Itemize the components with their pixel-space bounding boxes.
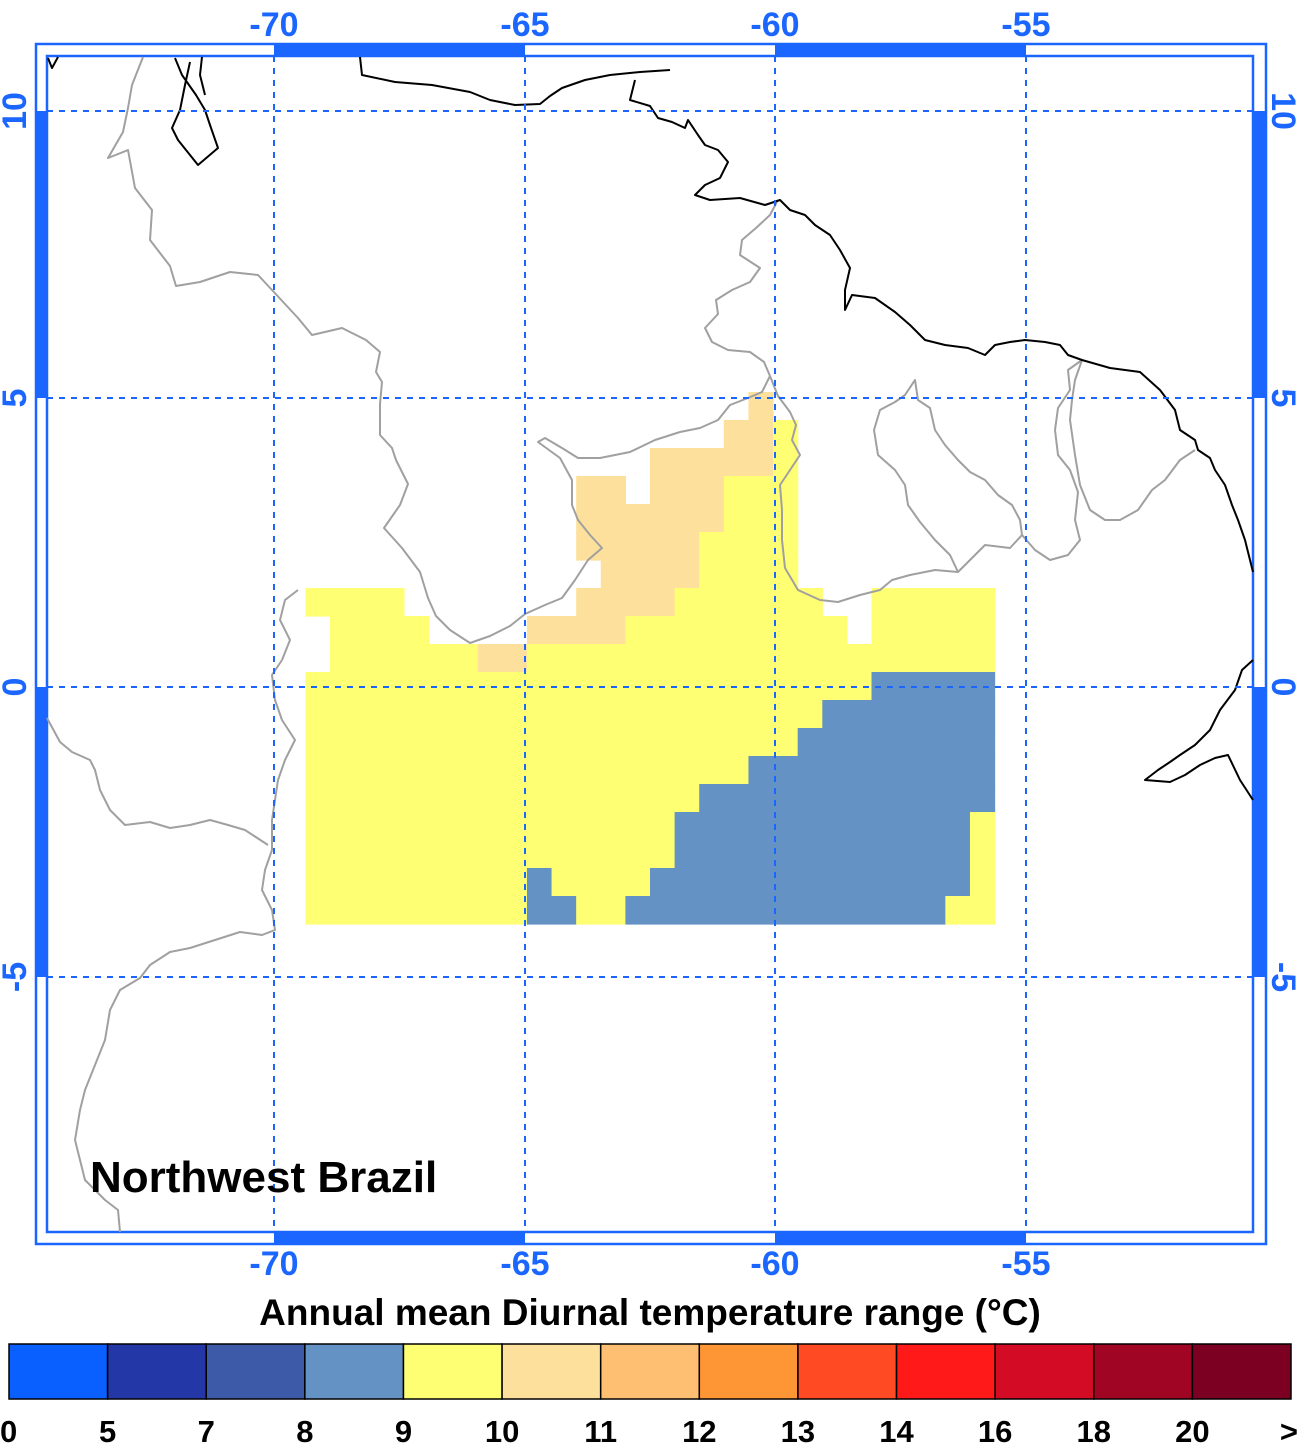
colorbar-swatch (205, 1343, 306, 1400)
colorbar-label: 11 (584, 1414, 617, 1449)
data-cell (305, 700, 823, 729)
colorbar: 0 5 7 8 9 10 11 12 13 14 16 18 20 > (0, 1343, 1298, 1449)
colorbar-swatch (698, 1343, 799, 1400)
data-cell (723, 504, 799, 533)
data-cell (650, 448, 774, 477)
data-cell (945, 896, 996, 925)
colorbar-label: 20 (1175, 1414, 1209, 1449)
data-cell (871, 588, 996, 617)
colorbar-swatch (8, 1343, 109, 1400)
data-cell (674, 812, 971, 841)
colorbar-label: 7 (198, 1414, 215, 1449)
data-cell (723, 476, 799, 505)
data-cell (330, 644, 479, 673)
data-cell (699, 784, 996, 813)
lon-tick-top: -70 (249, 6, 298, 44)
data-cell (600, 560, 700, 589)
colorbar-swatch (1093, 1343, 1194, 1400)
colorbar-label: 8 (296, 1414, 313, 1449)
temperature-range-cells (305, 392, 996, 925)
colorbar-swatch (402, 1343, 503, 1400)
data-cell (526, 616, 626, 645)
colorbar-swatch (1191, 1343, 1292, 1400)
data-cell (305, 812, 676, 841)
data-cell (576, 588, 676, 617)
data-cell (625, 896, 946, 925)
graticule (47, 56, 1253, 1232)
data-cell (969, 812, 996, 841)
data-cell (576, 532, 700, 561)
lat-tick-left: -5 (0, 962, 34, 992)
colorbar-swatch (304, 1343, 405, 1400)
data-cell (674, 588, 823, 617)
data-cell (576, 896, 626, 925)
colorbar-swatch (599, 1343, 701, 1400)
coastline (47, 56, 1254, 801)
data-cell (650, 476, 725, 505)
region-label: Northwest Brazil (90, 1153, 437, 1202)
data-cell (969, 868, 996, 897)
figure-title: Annual mean Diurnal temperature range (°… (259, 1292, 1041, 1333)
colorbar-label: 14 (879, 1414, 914, 1449)
data-cell (305, 588, 405, 617)
data-cell (822, 700, 996, 729)
data-cell (871, 616, 996, 645)
data-cell (674, 840, 971, 869)
colorbar-label: 5 (99, 1414, 116, 1449)
colorbar-swatch (106, 1343, 207, 1400)
colorbar-label: 10 (485, 1414, 519, 1449)
lat-tick-right: 10 (1264, 92, 1300, 130)
data-cell (477, 644, 528, 673)
lon-tick-top: -55 (1001, 6, 1050, 44)
lon-tick-bottom: -65 (500, 1245, 549, 1283)
colorbar-label: 12 (682, 1414, 716, 1449)
colorbar-label: 18 (1077, 1414, 1111, 1449)
data-cell (699, 560, 799, 589)
data-cell (969, 840, 996, 869)
data-cell (797, 728, 996, 757)
data-cell (551, 868, 651, 897)
colorbar-swatch (797, 1343, 898, 1400)
colorbar-swatch (994, 1343, 1095, 1400)
lon-tick-top: -60 (750, 6, 799, 44)
data-cell (723, 420, 774, 449)
colorbar-label: > (1280, 1414, 1298, 1449)
data-cell (748, 756, 996, 785)
lon-tick-bottom: -60 (750, 1245, 799, 1283)
lat-tick-left: 10 (0, 92, 34, 130)
data-cell (576, 504, 725, 533)
colorbar-swatch (895, 1343, 996, 1400)
data-cell (650, 868, 971, 897)
lon-tick-bottom: -70 (249, 1245, 298, 1283)
data-cell (576, 476, 626, 505)
colorbar-label: 13 (781, 1414, 815, 1449)
colorbar-swatch (501, 1343, 602, 1400)
lat-tick-right: -5 (1264, 962, 1300, 992)
map-inner-frame (45, 54, 1255, 1234)
colorbar-label: 16 (978, 1414, 1012, 1449)
lat-tick-left: 5 (0, 389, 34, 408)
data-cell (330, 616, 430, 645)
data-cell (526, 868, 553, 897)
lat-tick-right: 5 (1264, 389, 1300, 408)
data-cell (305, 728, 799, 757)
colorbar-label: 0 (0, 1414, 17, 1449)
data-cell (526, 644, 996, 673)
lat-tick-right: 0 (1264, 678, 1300, 697)
data-cell (526, 896, 577, 925)
colorbar-label: 9 (395, 1414, 412, 1449)
data-cell (305, 756, 750, 785)
data-cell (625, 616, 848, 645)
frame-tick-bands (36, 44, 1266, 1244)
lon-tick-bottom: -55 (1001, 1245, 1050, 1283)
data-cell (305, 784, 700, 813)
data-cell (305, 868, 528, 897)
data-cell (305, 840, 676, 869)
lat-tick-left: 0 (0, 678, 34, 697)
data-cell (305, 896, 528, 925)
lon-tick-top: -65 (500, 6, 549, 44)
